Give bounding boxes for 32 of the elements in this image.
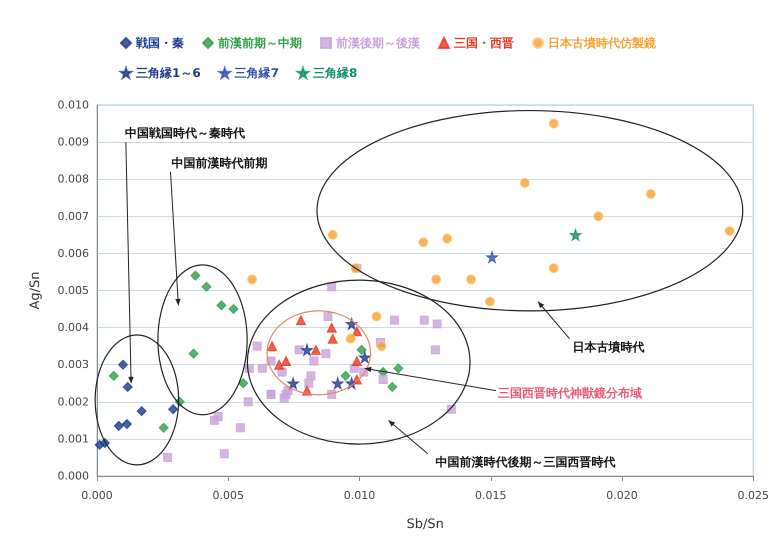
y-tick-label: 0.007 [58,210,89,223]
annotation: 中国前漢時代後期～三国西晋時代 [435,454,616,469]
legend-label: 三角縁7 [234,66,280,80]
y-tick-label: 0.000 [58,470,89,482]
annotation: 中国前漢時代前期 [172,156,268,170]
x-tick-label: 0.010 [344,489,376,502]
y-tick-label: 0.004 [58,321,89,334]
legend-label: 三角縁1～6 [136,66,201,80]
x-axis-title: Sb/Sn [406,517,444,532]
x-tick-label: 0.020 [606,489,638,502]
annotation: 中国戦国時代～秦時代 [124,126,245,140]
annotation: 日本古墳時代 [572,340,645,354]
y-tick-label: 0.003 [58,358,89,372]
y-tick-label: 0.001 [58,432,89,446]
legend-label: 戦国・秦 [135,36,185,50]
y-axis-title: Ag/Sn [28,271,43,310]
legend-label: 三国・西晋 [454,36,514,50]
y-tick-label: 0.005 [58,284,89,297]
y-tick-label: 0.002 [58,395,89,408]
legend-label: 日本古墳時代仿製鏡 [548,36,656,50]
legend-label: 三角縁8 [313,66,358,80]
x-tick-label: 0.000 [81,489,113,502]
legend-label: 前漢前期～中期 [217,36,302,50]
y-tick-label: 0.009 [58,136,89,149]
x-tick-label: 0.005 [212,489,244,502]
x-tick-label: 0.025 [738,489,770,502]
legend-label: 前漢後期～後漢 [335,36,421,50]
y-tick-label: 0.010 [58,98,89,112]
annotation: 三国西晋時代神獣鏡分布域 [498,386,642,400]
x-tick-label: 0.015 [475,489,507,502]
y-tick-label: 0.006 [58,246,89,260]
y-tick-label: 0.008 [58,172,89,186]
